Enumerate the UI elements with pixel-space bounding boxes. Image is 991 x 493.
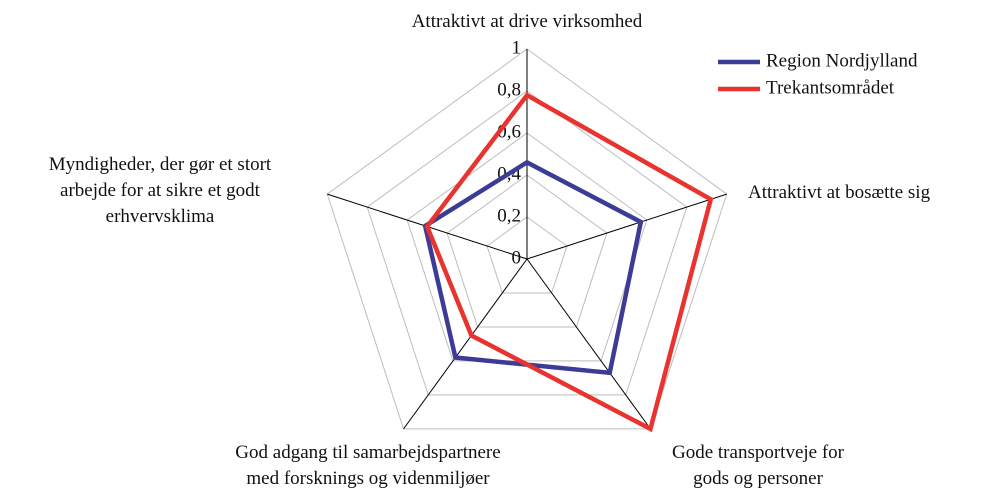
category-label: Myndigheder, der gør et stort arbejde fo… — [48, 154, 272, 227]
axis-spoke — [526, 193, 727, 260]
category-label: Attraktivt at drive virksomhed — [411, 11, 643, 32]
series-line — [424, 92, 714, 433]
grid-line — [326, 48, 728, 430]
y-tick-label: 0 — [512, 247, 522, 268]
axis-spoke — [403, 258, 528, 430]
grid-line — [486, 216, 568, 294]
grid-line — [406, 132, 648, 362]
category-label: Attraktivt at bosætte sig — [748, 182, 931, 203]
legend-label: Trekantsområdet — [766, 77, 895, 98]
y-tick-label: 0,2 — [497, 205, 521, 226]
category-label: Gode transportveje for gods og personer — [672, 442, 844, 489]
legend-label: Region Nordjylland — [766, 50, 918, 71]
grid-line — [366, 90, 688, 396]
y-tick-label: 1 — [512, 37, 522, 58]
axis-spoke — [526, 258, 651, 430]
category-label: God adgang til samarbejdspartnere med fo… — [235, 442, 501, 489]
grid-line — [446, 174, 608, 328]
y-tick-label: 0,8 — [497, 79, 521, 100]
